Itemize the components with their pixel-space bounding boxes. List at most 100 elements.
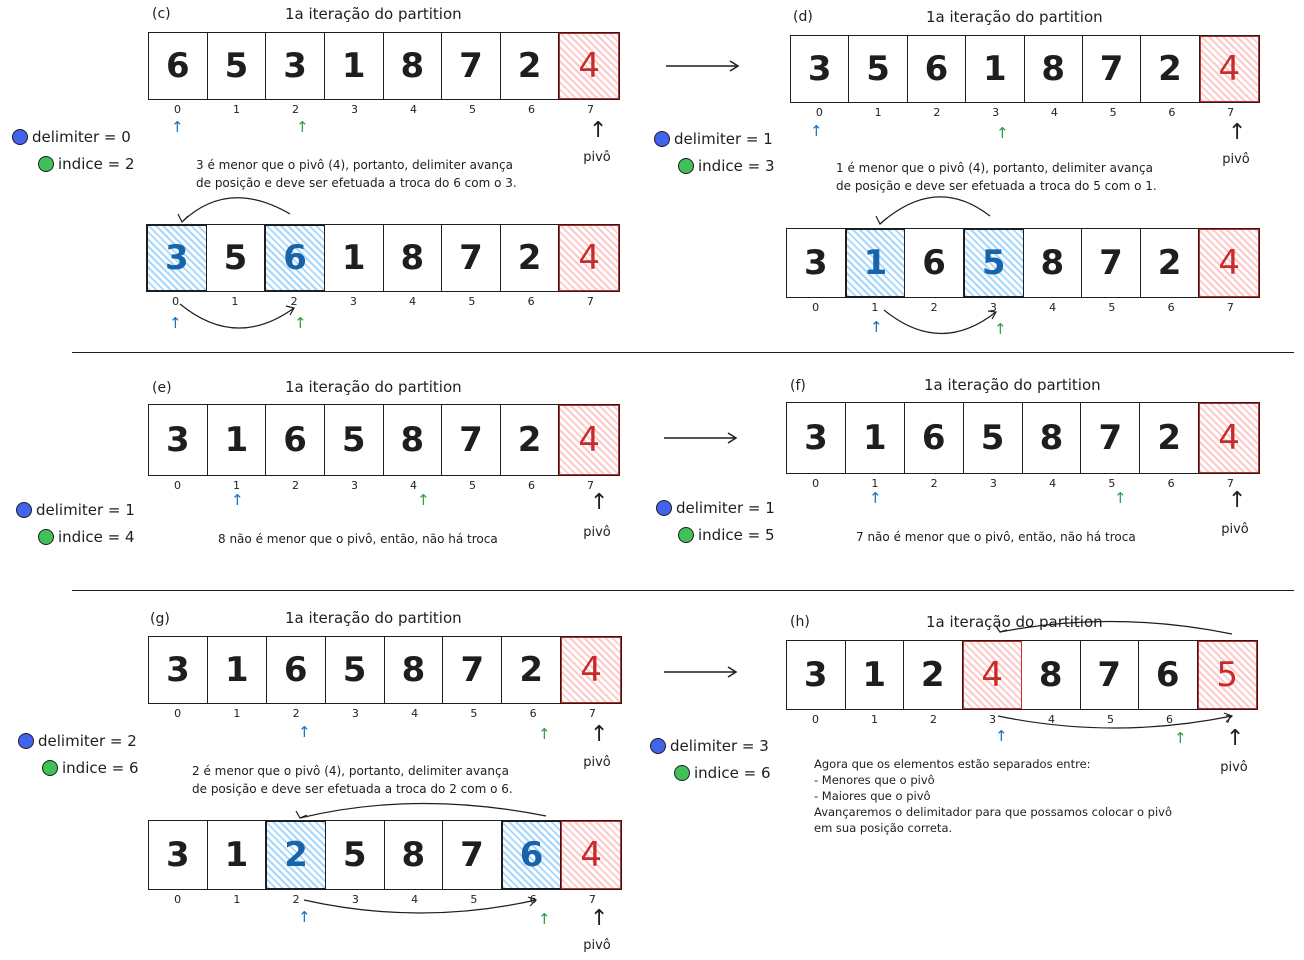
panel-tag: (h) xyxy=(790,614,810,630)
indice-pointer-icon: ↑ xyxy=(538,725,551,743)
array-cell: 8 xyxy=(1022,641,1081,709)
array-cell: 7 xyxy=(442,405,501,475)
array-cell: 2 xyxy=(501,405,560,475)
pivot-cell: 4 xyxy=(962,641,1022,709)
step-note: 8 não é menor que o pivô, então, não há … xyxy=(218,532,498,546)
pivot-pointer-icon: ↑ xyxy=(590,490,609,515)
pivot-pointer-icon: ↑ xyxy=(590,722,609,747)
step-note: Agora que os elementos estão separados e… xyxy=(814,757,1172,835)
array-cell: 1 xyxy=(208,637,267,703)
array-cell: 2 xyxy=(1140,403,1200,473)
array-cell: 3 xyxy=(791,36,850,102)
array-cell: 1 xyxy=(208,821,267,889)
array-cell: 2 xyxy=(501,33,560,99)
transition-arrow-g-h xyxy=(664,666,738,678)
panel-tag: (d) xyxy=(793,9,813,25)
indice-legend: indice = 5 xyxy=(678,526,775,544)
array-cell: 6 xyxy=(905,403,964,473)
array-cell: 6 xyxy=(149,33,208,99)
panel-title: 1a iteração do partition xyxy=(926,8,1103,26)
swapped-cell: 5 xyxy=(1197,641,1257,709)
array-cell: 2 xyxy=(501,225,560,291)
array-cell: 3 xyxy=(149,637,208,703)
array-cell: 6 xyxy=(908,36,967,102)
panel-title: 1a iteração do partition xyxy=(285,609,462,627)
pivot-label: pivô xyxy=(583,938,611,953)
delimiter-pointer-icon: ↑ xyxy=(995,727,1008,745)
pivot-cell: 4 xyxy=(561,637,621,703)
swap-arc-bottom xyxy=(997,712,1234,729)
delimiter-legend: delimiter = 1 xyxy=(654,130,773,148)
array-cell: 5 xyxy=(849,36,908,102)
indice-legend: indice = 6 xyxy=(674,764,771,782)
step-note: 7 não é menor que o pivô, então, não há … xyxy=(856,530,1136,544)
indice-legend: indice = 3 xyxy=(678,157,775,175)
array-cell: 6 xyxy=(267,637,326,703)
array-cell: 6 xyxy=(1139,641,1198,709)
blue-dot-icon xyxy=(656,500,672,516)
delimiter-legend: delimiter = 1 xyxy=(656,499,775,517)
blue-dot-icon xyxy=(16,502,32,518)
array-cell: 7 xyxy=(443,821,502,889)
swapped-cell: 6 xyxy=(501,821,562,889)
indice-pointer-icon: ↑ xyxy=(538,910,551,928)
array-cell: 7 xyxy=(442,33,501,99)
panel-tag: (f) xyxy=(790,378,806,394)
indice-pointer-icon: ↑ xyxy=(1174,729,1187,747)
indice-pointer-icon: ↑ xyxy=(996,124,1009,142)
swapped-cell: 3 xyxy=(147,225,207,291)
array-cell: 8 xyxy=(385,637,444,703)
array-cell: 8 xyxy=(1023,403,1082,473)
green-dot-icon xyxy=(42,760,58,776)
panel-title: 1a iteração do partition xyxy=(924,376,1101,394)
swapped-cell: 2 xyxy=(266,821,326,889)
pivot-cell: 4 xyxy=(559,33,619,99)
delimiter-pointer-icon: ↑ xyxy=(169,314,182,332)
pivot-label: pivô xyxy=(1220,760,1248,775)
array-cell: 7 xyxy=(442,225,501,291)
green-dot-icon xyxy=(674,765,690,781)
blue-dot-icon xyxy=(650,738,666,754)
swap-arc-top xyxy=(995,620,1233,635)
array-cell: 7 xyxy=(1081,403,1141,473)
array-cell: 3 xyxy=(787,403,846,473)
panel-tag: (g) xyxy=(150,611,170,627)
array-cell: 7 xyxy=(1082,229,1141,297)
delimiter-legend: delimiter = 3 xyxy=(650,737,769,755)
green-dot-icon xyxy=(678,158,694,174)
panel-title: 1a iteração do partition xyxy=(285,378,462,396)
pivot-pointer-icon: ↑ xyxy=(589,118,608,143)
delimiter-legend: delimiter = 0 xyxy=(12,128,131,146)
array-cell: 8 xyxy=(385,821,444,889)
array-cell: 3 xyxy=(787,641,846,709)
pivot-label: pivô xyxy=(583,755,611,770)
array-cell: 7 xyxy=(1081,641,1139,709)
array-cell: 1 xyxy=(846,641,904,709)
pivot-pointer-icon: ↑ xyxy=(1226,726,1245,751)
delimiter-pointer-icon: ↑ xyxy=(810,122,823,140)
swap-arc-bottom xyxy=(883,309,997,335)
green-dot-icon xyxy=(38,156,54,172)
array-cell: 8 xyxy=(384,405,443,475)
delimiter-pointer-icon: ↑ xyxy=(231,491,244,509)
array-cell: 2 xyxy=(1141,229,1200,297)
pivot-cell: 4 xyxy=(1199,403,1259,473)
pivot-label: pivô xyxy=(1222,152,1250,167)
delimiter-legend: delimiter = 2 xyxy=(18,732,137,750)
row-separator-1 xyxy=(72,352,1294,353)
panel-title: 1a iteração do partition xyxy=(926,613,1103,631)
step-note: 2 é menor que o pivô (4), portanto, deli… xyxy=(192,764,513,796)
pivot-cell: 4 xyxy=(559,225,619,291)
transition-arrow-e-f xyxy=(664,432,738,444)
